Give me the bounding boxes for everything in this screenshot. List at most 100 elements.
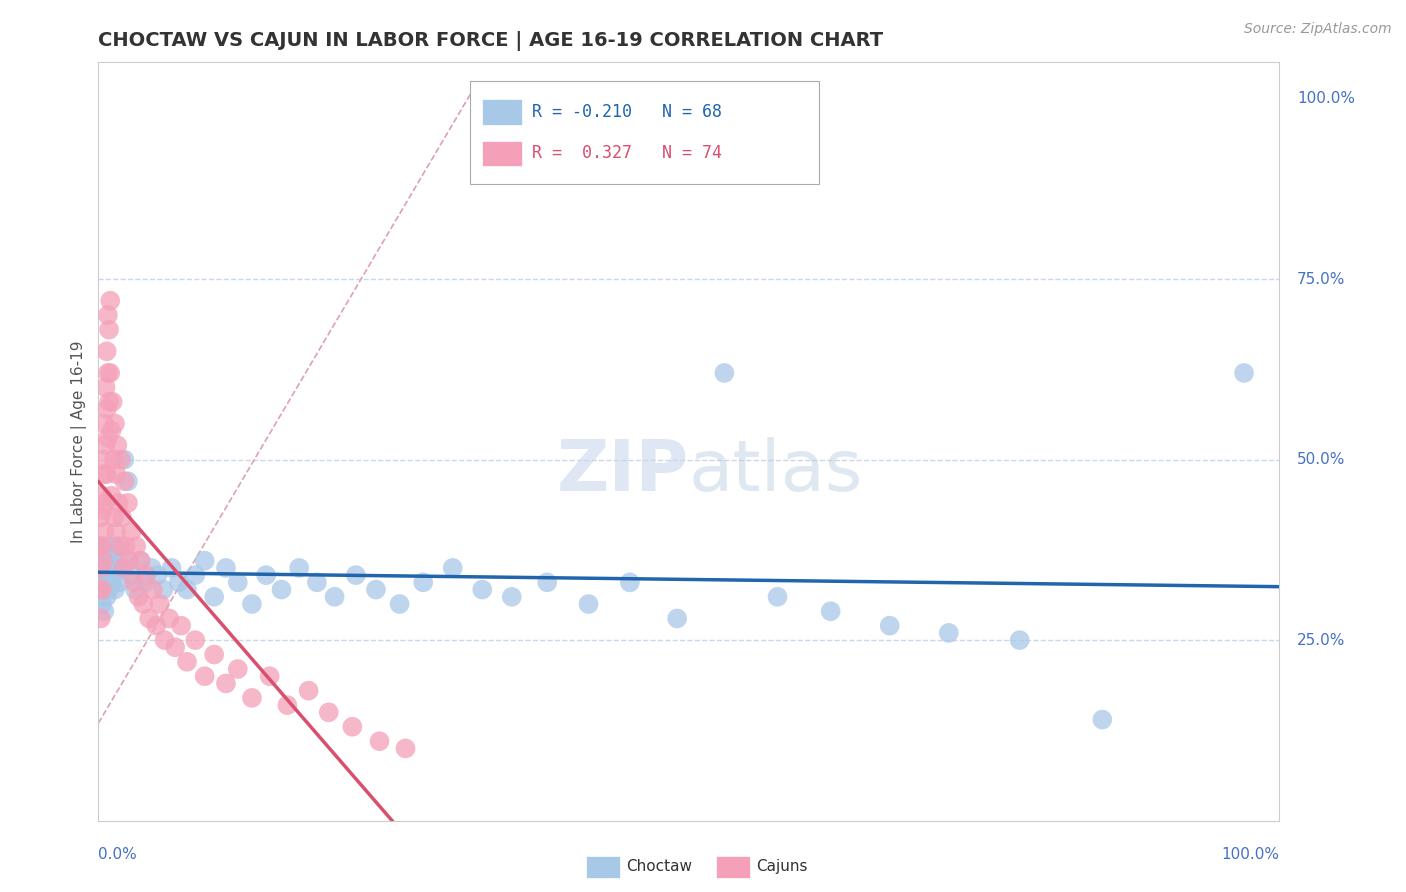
Point (110, 452, 132, 467)
Point (149, 597, 172, 611)
Point (122, 575, 145, 590)
Point (441, 561, 464, 575)
Point (1233, 366, 1256, 380)
Point (146, 568, 169, 582)
Point (240, 690, 263, 705)
Point (394, 741, 416, 756)
FancyBboxPatch shape (482, 141, 523, 166)
Point (98, 394, 121, 409)
Point (91, 554, 114, 568)
Text: 0.0%: 0.0% (98, 847, 138, 863)
Point (93, 546, 115, 560)
Point (176, 582, 198, 597)
Point (117, 475, 139, 489)
Text: Cajuns: Cajuns (756, 859, 808, 873)
Point (820, 604, 842, 618)
Point (111, 554, 134, 568)
Point (91, 489, 114, 503)
Point (141, 561, 163, 575)
Point (135, 575, 157, 590)
Text: R =  0.327   N = 74: R = 0.327 N = 74 (531, 145, 721, 162)
Point (124, 582, 146, 597)
Point (1091, 713, 1114, 727)
Text: 75.0%: 75.0% (1298, 271, 1346, 286)
Text: Choctaw: Choctaw (626, 859, 692, 873)
Point (125, 539, 148, 553)
Point (107, 496, 129, 510)
Point (368, 734, 391, 748)
Point (298, 683, 321, 698)
Point (96, 344, 118, 359)
Point (128, 554, 150, 568)
Text: R = -0.210   N = 68: R = -0.210 N = 68 (531, 103, 721, 120)
Point (101, 554, 124, 568)
Point (104, 417, 127, 431)
Point (91, 568, 114, 582)
Point (1008, 633, 1031, 648)
Point (98, 582, 121, 597)
Point (121, 568, 143, 582)
Point (97, 308, 120, 322)
Point (100, 575, 122, 590)
Point (117, 496, 139, 510)
Point (103, 510, 125, 524)
Point (270, 582, 292, 597)
Point (152, 582, 174, 597)
Point (98, 293, 121, 308)
Point (132, 597, 155, 611)
Point (121, 524, 143, 539)
Point (100, 489, 122, 503)
Point (276, 698, 298, 712)
Point (288, 561, 311, 575)
Point (112, 475, 135, 489)
Point (96, 539, 118, 553)
Point (97, 554, 120, 568)
Point (103, 568, 125, 582)
Point (165, 640, 187, 655)
Point (96, 590, 118, 604)
Point (98, 546, 121, 560)
Text: CHOCTAW VS CAJUN IN LABOR FORCE | AGE 16-19 CORRELATION CHART: CHOCTAW VS CAJUN IN LABOR FORCE | AGE 16… (98, 30, 883, 51)
Text: atlas: atlas (689, 437, 863, 507)
FancyBboxPatch shape (471, 81, 818, 184)
Point (412, 575, 434, 590)
Point (93, 467, 115, 481)
Point (342, 720, 364, 734)
Point (91, 452, 114, 467)
Point (145, 618, 167, 632)
Point (96, 402, 118, 417)
Point (114, 539, 136, 553)
Point (167, 575, 190, 590)
Point (105, 539, 128, 553)
Point (94, 380, 117, 394)
Point (90, 611, 112, 625)
Y-axis label: In Labor Force | Age 16-19: In Labor Force | Age 16-19 (72, 340, 87, 543)
Point (89, 582, 111, 597)
Point (713, 366, 735, 380)
Point (142, 582, 165, 597)
Point (94, 561, 117, 575)
Point (104, 582, 127, 597)
Point (108, 539, 131, 553)
Point (105, 467, 128, 481)
Point (184, 568, 207, 582)
Point (105, 438, 128, 452)
Point (471, 582, 494, 597)
Point (226, 662, 249, 676)
Point (93, 604, 115, 618)
Point (90, 561, 112, 575)
Point (240, 597, 263, 611)
Text: 50.0%: 50.0% (1298, 452, 1346, 467)
Point (90, 575, 112, 590)
Point (91, 582, 114, 597)
Point (536, 575, 558, 590)
Point (879, 618, 901, 632)
Point (323, 590, 346, 604)
Point (364, 582, 387, 597)
Point (215, 561, 238, 575)
Point (89, 539, 111, 553)
Point (305, 575, 328, 590)
Point (93, 417, 115, 431)
Point (226, 575, 249, 590)
Point (184, 633, 207, 648)
